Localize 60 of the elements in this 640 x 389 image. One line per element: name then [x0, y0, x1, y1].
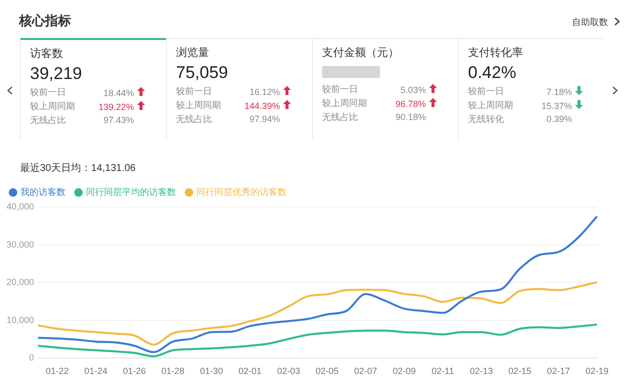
y-tick-label: 40,000 — [6, 201, 34, 212]
text: 0.42% — [468, 63, 518, 83]
x-tick-label: 01-24 — [84, 366, 108, 376]
x-tick-label: 02-03 — [277, 366, 300, 376]
text: 支付金额（元） — [322, 46, 400, 60]
y-tick-label: 20,000 — [6, 277, 34, 288]
x-tick-label: 02-19 — [585, 366, 609, 376]
x-tick-label: 02-01 — [238, 366, 262, 376]
x-tick-label: 02-17 — [546, 366, 570, 376]
text: 139.22% — [98, 101, 135, 114]
x-tick-label: 02-05 — [316, 366, 339, 376]
x-tick-label: 02-09 — [392, 366, 416, 376]
x-tick-label: 02-11 — [432, 366, 454, 376]
x-tick-label: 01-26 — [122, 366, 146, 376]
text: 自助取数 — [572, 16, 608, 29]
line-series — [37, 281, 598, 346]
text: 无线占比 — [322, 111, 358, 124]
text: 无线占比 — [176, 113, 212, 126]
text: 浏览量 — [176, 46, 210, 60]
text: 较前一日 — [322, 83, 358, 96]
y-tick-label: 30,000 — [6, 239, 34, 250]
text: 96.78% — [395, 98, 427, 111]
y-tick-label: 10,000 — [6, 314, 34, 325]
x-tick-label: 02-07 — [354, 366, 378, 376]
text: 90.18% — [395, 111, 426, 124]
text: 无线转化 — [468, 113, 504, 126]
text: 较上周同期 — [176, 99, 221, 112]
text: 144.39% — [244, 100, 281, 113]
legend-label: 同行同层优秀的访客数 — [196, 186, 286, 197]
x-tick-label: 01-30 — [200, 366, 223, 376]
legend-label: 我的访客数 — [20, 186, 66, 197]
text: 15.37% — [541, 100, 573, 113]
line-series — [37, 215, 598, 354]
text: 较上周同期 — [468, 99, 513, 112]
legend-label: 同行同层平均的访客数 — [86, 186, 176, 197]
text: 7.18% — [546, 86, 573, 99]
text: 核心指标 — [19, 12, 71, 30]
text: 较上周同期 — [30, 100, 75, 113]
text: 无线占比 — [30, 114, 66, 127]
text: 较前一日 — [30, 86, 66, 99]
text: 5.03% — [400, 84, 427, 97]
chart-subtitle: 最近30天日均：14,131.06 — [20, 162, 136, 175]
text: 较上周同期 — [322, 97, 367, 110]
x-tick-label: 01-22 — [46, 366, 69, 376]
text: 97.94% — [249, 113, 280, 126]
y-tick-label: 0 — [28, 352, 34, 363]
x-tick-label: 02-15 — [508, 366, 532, 376]
text: 97.43% — [103, 114, 134, 127]
text: 访客数 — [30, 46, 64, 61]
line-series — [37, 324, 598, 358]
text: 18.44% — [103, 87, 135, 100]
text: 75,059 — [176, 63, 229, 83]
text: 0.39% — [546, 113, 572, 126]
x-tick-label: 02-13 — [470, 366, 493, 376]
text: 39,219 — [30, 64, 83, 84]
text: 支付转化率 — [468, 46, 524, 60]
text: 16.12% — [249, 86, 281, 99]
text: 较前一日 — [468, 85, 504, 98]
text: 较前一日 — [176, 85, 212, 98]
x-tick-label: 01-28 — [161, 366, 184, 376]
